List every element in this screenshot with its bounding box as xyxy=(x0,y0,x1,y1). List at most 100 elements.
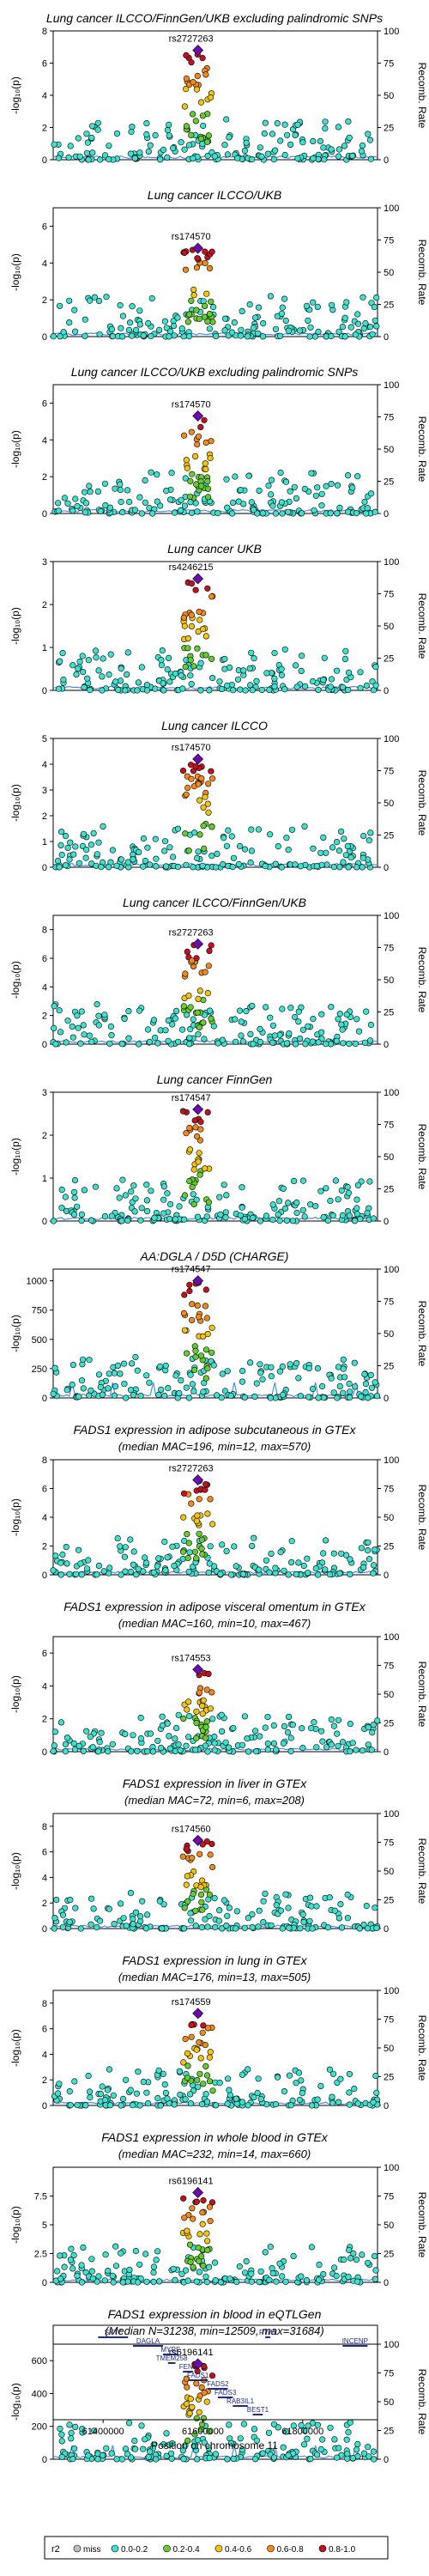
variant-point xyxy=(156,326,163,334)
variant-point xyxy=(320,1213,327,1221)
variant-point xyxy=(176,1389,183,1397)
variant-point xyxy=(84,675,91,682)
variant-point xyxy=(188,580,196,587)
variant-point xyxy=(305,317,311,325)
variant-point xyxy=(163,487,170,495)
variant-point xyxy=(162,2089,169,2096)
variant-point xyxy=(69,1361,76,1369)
variant-point xyxy=(131,2438,138,2445)
variant-point xyxy=(305,1394,312,1400)
variant-point xyxy=(358,1393,365,1400)
variant-point xyxy=(172,670,179,677)
variant-point xyxy=(287,141,294,148)
variant-point xyxy=(204,153,211,160)
y-tick-label: 2.5 xyxy=(34,2250,47,2260)
variant-point xyxy=(308,1903,315,1910)
variant-point xyxy=(70,851,77,858)
variant-point xyxy=(184,2384,190,2391)
variant-point xyxy=(242,687,249,694)
variant-point xyxy=(370,2099,377,2105)
panel-subtitle: (Median N=31238, min=12509, max=31684) xyxy=(105,2324,323,2337)
variant-point xyxy=(209,1863,216,1871)
y-tick-label: 2 xyxy=(42,124,47,134)
variant-point xyxy=(159,1925,166,1932)
variant-point xyxy=(272,325,280,332)
variant-point xyxy=(88,1895,95,1902)
panel-1: Lung cancer ILCCO/FinnGen/UKB excluding … xyxy=(9,11,428,166)
variant-point xyxy=(372,508,378,515)
variant-point xyxy=(187,1025,194,1033)
variant-point xyxy=(176,2068,183,2075)
recomb-tick-label: 25 xyxy=(384,831,394,841)
variant-point xyxy=(71,1176,79,1184)
variant-point xyxy=(54,500,62,507)
recomb-axis-label: Recomb. Rate xyxy=(416,947,428,1013)
variant-point xyxy=(288,1538,295,1545)
panel-8: AA:DGLA / D5D (CHARGE)02505007501000-log… xyxy=(9,1249,428,1404)
variant-point xyxy=(253,677,260,684)
variant-point xyxy=(298,667,305,675)
variant-point xyxy=(140,2078,147,2086)
variant-point xyxy=(340,1365,347,1372)
variant-point xyxy=(138,1205,145,1212)
y-tick-label: 6 xyxy=(42,59,47,70)
variant-point xyxy=(136,321,143,328)
variant-point xyxy=(273,2278,280,2285)
variant-point xyxy=(344,1891,351,1899)
variant-point xyxy=(341,143,348,149)
variant-point xyxy=(321,156,328,163)
variant-point xyxy=(358,148,366,155)
variant-point xyxy=(243,139,250,146)
variant-point xyxy=(356,1925,363,1932)
variant-point xyxy=(144,1911,151,1918)
variant-point xyxy=(193,2415,200,2421)
variant-point xyxy=(191,829,198,836)
variant-point xyxy=(257,2095,264,2103)
variant-point xyxy=(199,2029,206,2036)
variant-point xyxy=(200,823,207,829)
variant-point xyxy=(249,687,256,694)
variant-point xyxy=(372,664,379,671)
variant-point xyxy=(269,1039,276,1046)
variant-point xyxy=(342,647,349,654)
variant-point xyxy=(140,2445,147,2452)
variant-point xyxy=(345,118,352,125)
variant-point xyxy=(340,1739,347,1746)
variant-point xyxy=(184,2050,191,2057)
variant-point xyxy=(74,2272,81,2279)
variant-point xyxy=(196,1689,202,1696)
variant-point xyxy=(110,2092,117,2099)
y-axis-label: -log₁₀(p) xyxy=(9,784,21,822)
recomb-axis-label: Recomb. Rate xyxy=(416,240,428,306)
variant-point xyxy=(298,2273,305,2280)
y-tick-label: 0 xyxy=(42,1040,47,1050)
variant-point xyxy=(251,2426,258,2433)
variant-point xyxy=(182,475,189,482)
variant-point xyxy=(279,1005,286,1012)
variant-point xyxy=(184,1873,190,1880)
gene-label: RAB3IL1 xyxy=(227,2397,255,2405)
recomb-axis-label: Recomb. Rate xyxy=(416,770,428,836)
variant-point xyxy=(299,1744,306,1752)
variant-point xyxy=(196,2039,202,2046)
variant-point xyxy=(329,844,336,851)
variant-point xyxy=(67,1897,74,1904)
variant-point xyxy=(94,488,101,495)
variant-point xyxy=(184,784,191,792)
variant-point xyxy=(72,1905,79,1911)
legend-swatch xyxy=(214,2544,223,2553)
variant-point xyxy=(190,155,196,161)
lead-snp-label: rs174559 xyxy=(172,1997,211,2008)
variant-point xyxy=(204,1510,211,1517)
variant-point xyxy=(206,311,213,318)
variant-point xyxy=(57,841,64,849)
variant-point xyxy=(226,2421,233,2428)
variant-point xyxy=(204,989,211,997)
panel-title: FADS1 expression in blood in eQTLGen xyxy=(108,2307,322,2321)
variant-point xyxy=(101,2097,109,2104)
variant-point xyxy=(181,1905,188,1911)
variant-point xyxy=(162,1362,169,1370)
variant-point xyxy=(152,132,159,139)
variant-point xyxy=(170,144,177,152)
variant-point xyxy=(85,2072,92,2080)
